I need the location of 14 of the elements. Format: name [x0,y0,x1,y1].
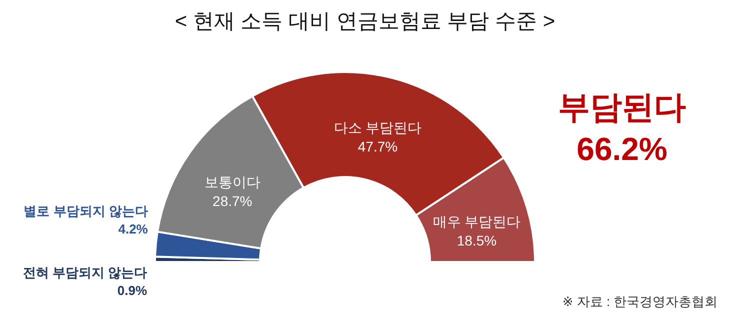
slice-label: 별로 부담되지 않는다 [24,203,148,218]
slice-label: 매우 부담된다 [432,214,521,230]
data-label: 47.7% [358,138,398,154]
text: 부담된다 [558,89,686,125]
text: ※ 자료 : 한국경영자총협회 [562,294,718,309]
data-label: 18.5% [456,232,497,249]
slice-label: 보통이다 [204,174,260,190]
data-label: 4.2% [118,221,148,236]
data-label: 28.7% [212,193,252,210]
data-label: 0.9% [117,283,148,298]
text: 66.2% [576,131,668,167]
chart-title: < 현재 소득 대비 연금보험료 부담 수준 > [174,10,556,33]
slice-label: 전혀 부담되지 않는다 [22,265,148,280]
slice-label: 다소 부담된다 [334,119,422,136]
